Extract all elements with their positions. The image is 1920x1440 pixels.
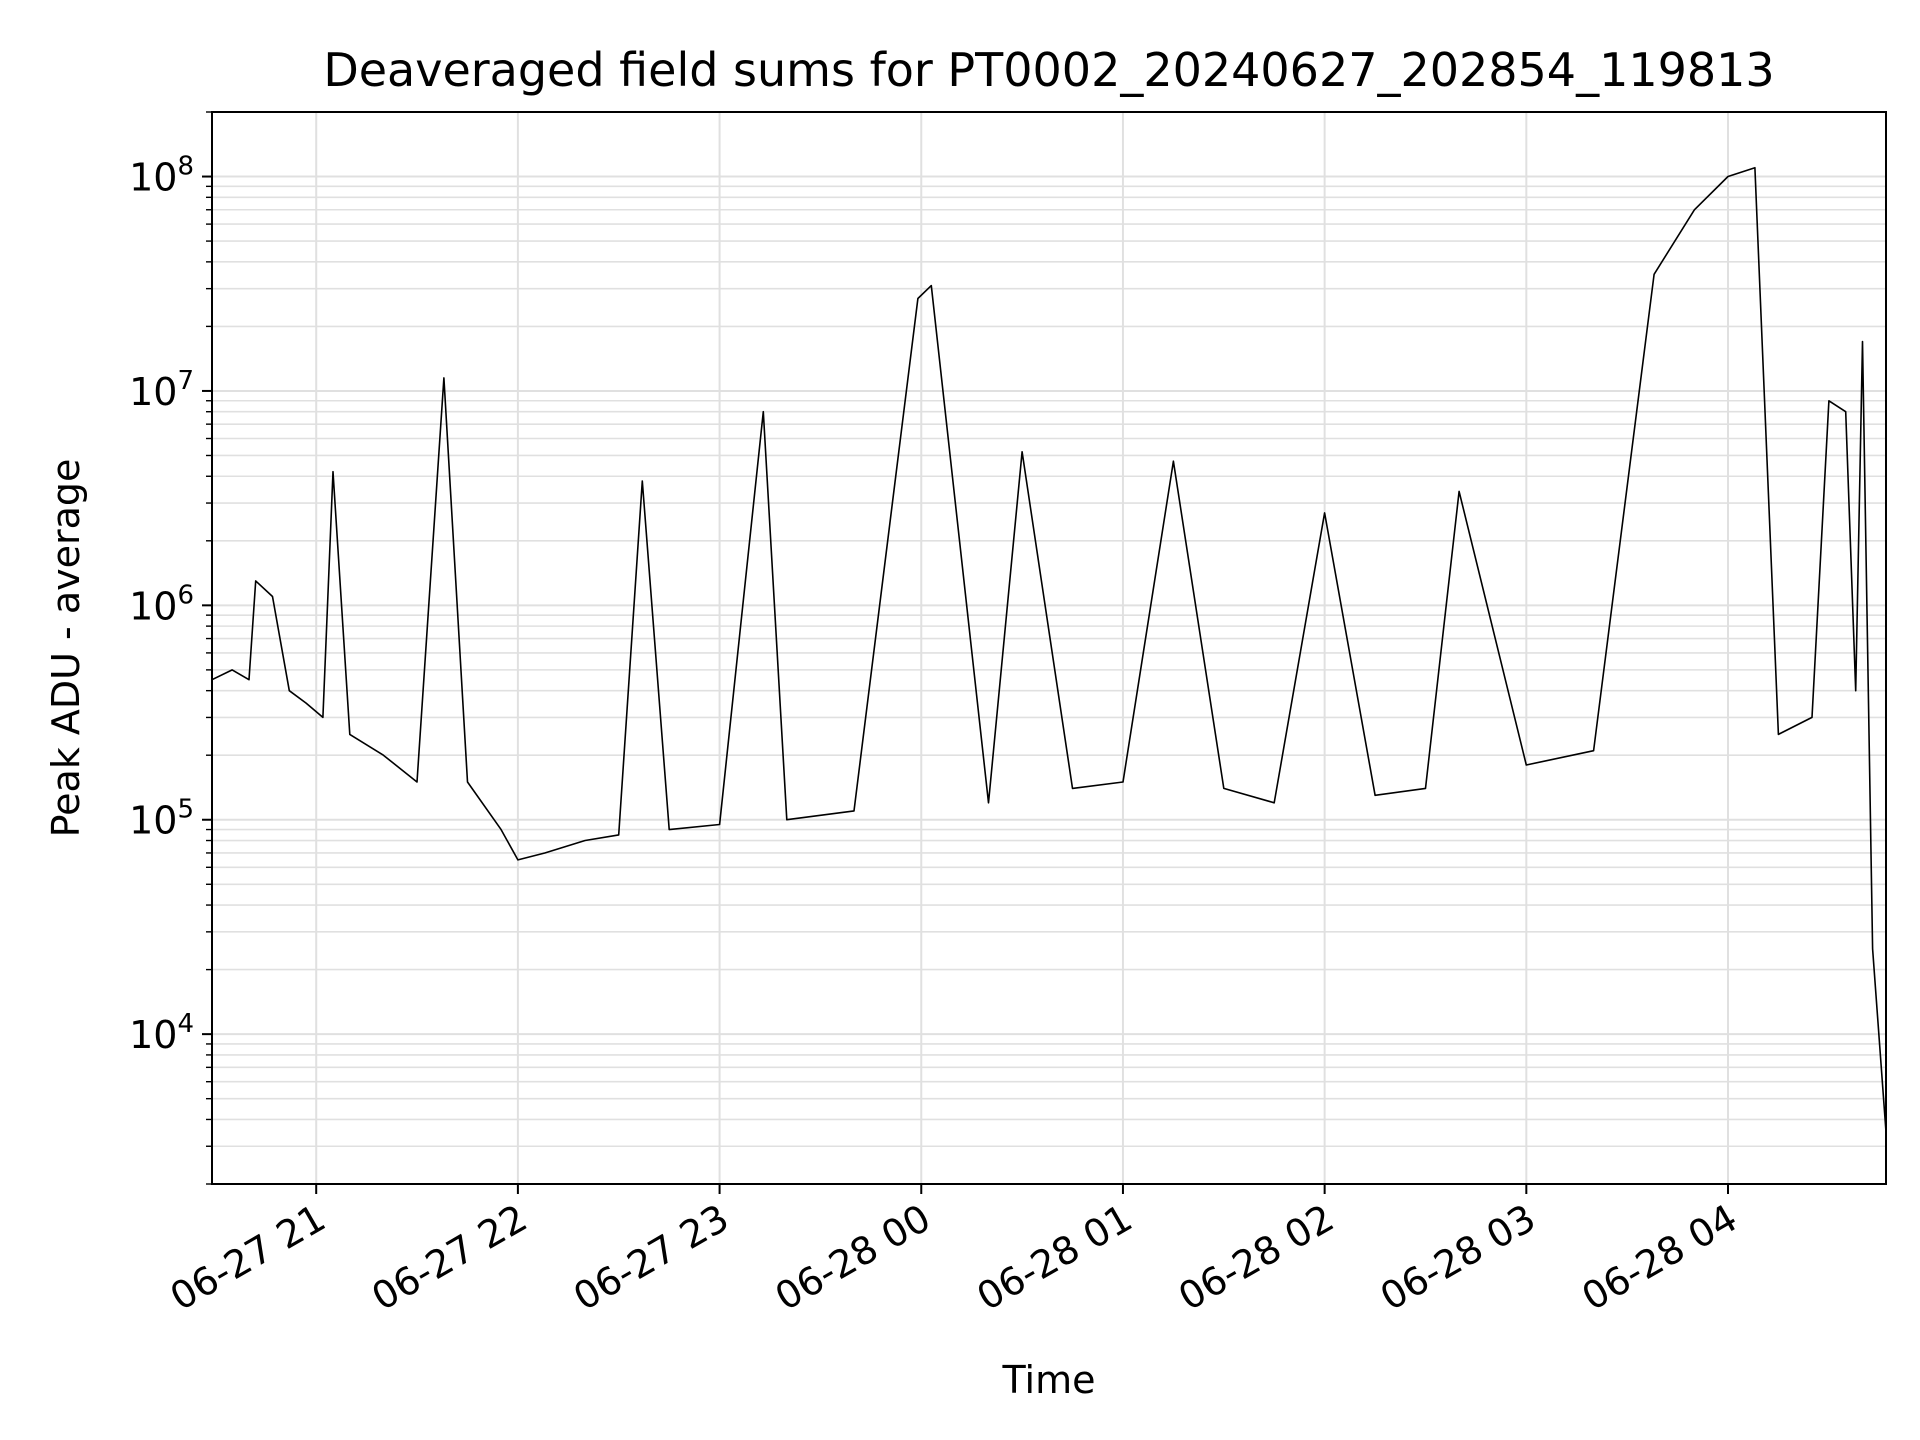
plot-frame <box>211 111 1887 1185</box>
x-axis-label: Time <box>1002 1358 1096 1402</box>
y-tick-label: 107 <box>129 366 194 414</box>
y-axis-label: Peak ADU - average <box>44 459 88 838</box>
y-tick-label: 105 <box>129 795 194 843</box>
grid-lines <box>212 111 1886 1185</box>
series-layer <box>211 166 1887 1132</box>
y-tick-label: 106 <box>129 580 194 628</box>
chart-title: Deaveraged field sums for PT0002_2024062… <box>323 43 1774 97</box>
y-tick-label: 104 <box>129 1009 194 1057</box>
series-line <box>211 166 1887 1132</box>
y-tick-label: 108 <box>129 152 194 200</box>
